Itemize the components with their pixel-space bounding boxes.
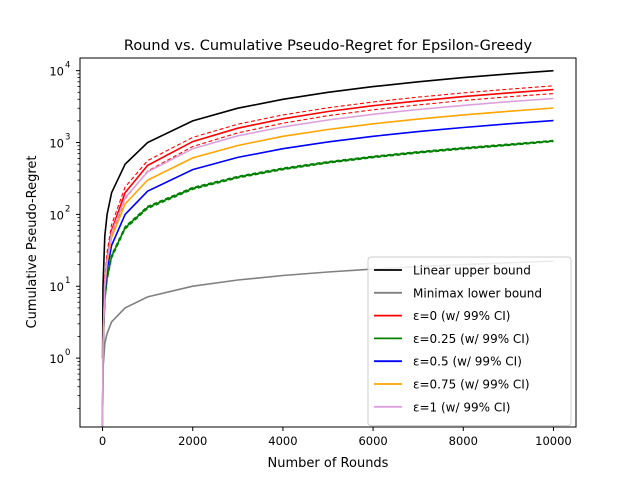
legend: Linear upper bound Minimax lower bound ε=0… — [367, 256, 572, 427]
x-tick-label: 6000 — [358, 434, 387, 448]
y-tick-exponent: 2 — [65, 204, 70, 214]
y-tick-exponent: 1 — [65, 276, 70, 286]
legend-label: ε=0 (w/ 99% CI) — [413, 309, 510, 323]
y-tick-label: 10 — [49, 280, 64, 294]
y-tick-label: 10 — [49, 208, 64, 222]
x-axis-label: Number of Rounds — [268, 456, 389, 471]
y-tick-label: 10 — [49, 352, 64, 366]
y-tick-exponent: 0 — [65, 348, 70, 358]
x-tick-label: 4000 — [268, 434, 297, 448]
series-0-line — [101, 69, 554, 359]
legend-box — [367, 256, 572, 427]
axes-frame — [79, 57, 577, 428]
y-tick-label: 10 — [49, 65, 64, 79]
x-axis: 0 2000 4000 6000 8000 10000 — [99, 427, 572, 448]
legend-label: ε=0.75 (w/ 99% CI) — [413, 378, 530, 392]
plot-area — [101, 69, 554, 427]
legend-label: ε=0.25 (w/ 99% CI) — [413, 332, 530, 346]
chart-title: Round vs. Cumulative Pseudo-Regret for E… — [124, 38, 533, 54]
x-tick-label: 10000 — [535, 434, 572, 448]
x-tick-label: 2000 — [178, 434, 207, 448]
y-tick-exponent: 4 — [65, 61, 70, 71]
y-tick-label: 10 — [49, 137, 64, 151]
x-tick-label: 0 — [99, 434, 106, 448]
legend-label: Minimax lower bound — [413, 286, 542, 300]
legend-label: ε=1 (w/ 99% CI) — [413, 400, 510, 414]
x-tick-label: 8000 — [449, 434, 478, 448]
y-axis-label: Cumulative Pseudo-Regret — [25, 156, 40, 329]
legend-label: ε=0.5 (w/ 99% CI) — [413, 355, 522, 369]
y-tick-exponent: 3 — [65, 133, 70, 143]
series-6-line — [101, 97, 554, 427]
legend-label: Linear upper bound — [413, 264, 531, 278]
